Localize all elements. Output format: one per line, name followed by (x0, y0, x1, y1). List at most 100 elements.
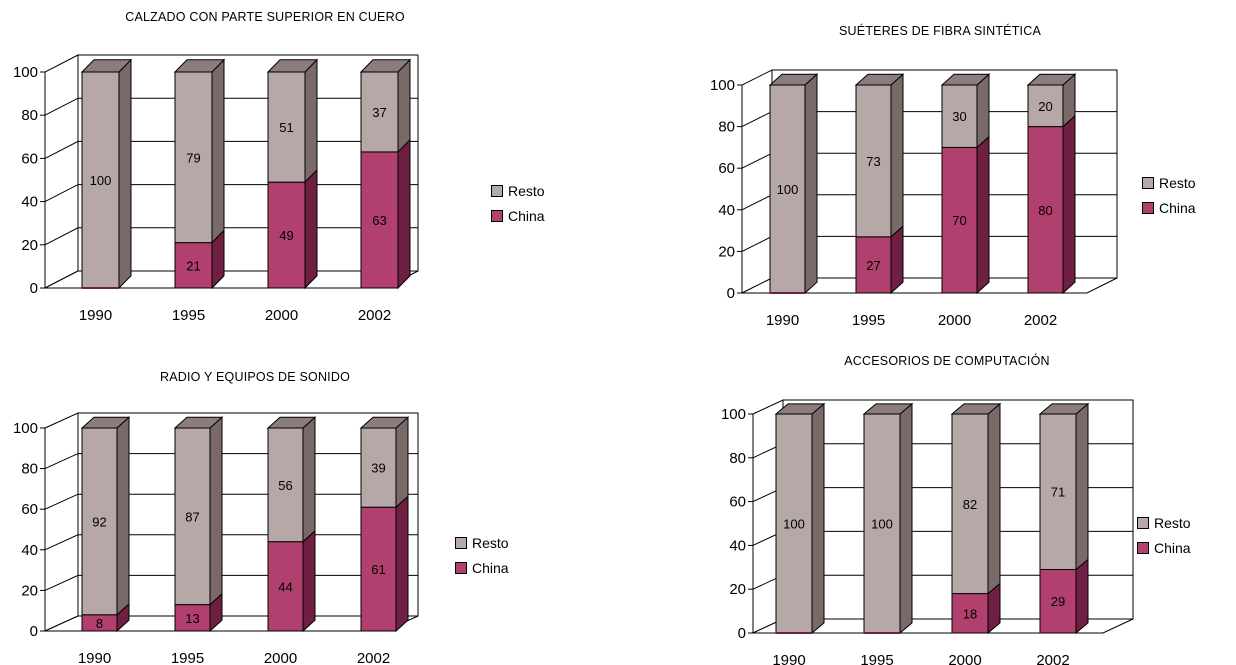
bar-resto-2002 (1038, 402, 1090, 571)
bar-resto-top (774, 403, 826, 415)
bar-resto-side (118, 58, 132, 290)
chart-calzado: CALZADO CON PARTE SUPERIOR EN CUERO 0 20 4… (0, 0, 600, 335)
bar-resto-front (174, 427, 211, 606)
data-label-china: 18 (963, 606, 977, 621)
chart-legend: Resto China (1137, 510, 1191, 560)
bar-resto-side (811, 402, 825, 635)
bar-resto-1990 (768, 73, 819, 295)
legend-item-resto: Resto (491, 178, 545, 203)
legend-swatch-resto (455, 536, 467, 549)
bar-resto-top (768, 73, 819, 86)
bar-china-2002 (360, 138, 411, 290)
legend-label-china: China (472, 559, 509, 576)
legend-swatch-china (491, 209, 503, 222)
bar-resto-top (173, 59, 226, 73)
bar-china-front (267, 541, 304, 632)
bar-resto-2000 (266, 416, 317, 543)
y-tick-label: 0 (738, 625, 746, 642)
bar-resto-1995 (854, 73, 905, 238)
x-tick-label: 2000 (264, 650, 297, 665)
y-tick-label: 20 (718, 243, 735, 260)
chart-plot: 0 20 40 60 80 100 100 1990 27 73 1995 70 30 2000 80 20 2… (710, 69, 1118, 329)
bar-resto-side (302, 416, 316, 543)
bar-resto-side (1075, 402, 1089, 571)
bar-resto-top (862, 403, 914, 415)
bar-resto-side (211, 58, 225, 244)
chart-title: SUÉTERES DE FIBRA SINTÉTICA (839, 24, 1041, 38)
bar-resto-front (360, 71, 399, 153)
chart-radio: RADIO Y EQUIPOS DE SONIDO 0 20 40 60 80 100 8 9… (0, 335, 600, 665)
data-label-resto: 100 (90, 173, 112, 188)
bar-china-side (397, 138, 411, 290)
legend-item-resto: Resto (455, 530, 509, 555)
data-label-resto: 56 (278, 478, 292, 493)
chart-legend: Resto China (1142, 170, 1196, 220)
y-tick-label: 40 (729, 537, 746, 554)
chart-title: CALZADO CON PARTE SUPERIOR EN CUERO (125, 10, 405, 24)
bar-resto-top (80, 59, 133, 73)
y-tick-label: 80 (21, 107, 38, 124)
bar-china-front (941, 146, 978, 294)
data-label-resto: 82 (963, 497, 977, 512)
data-label-resto: 100 (871, 517, 893, 532)
legend-label-resto: Resto (508, 182, 545, 199)
legend-swatch-china (1137, 541, 1149, 554)
plot-frame (40, 412, 419, 632)
bar-resto-1995 (173, 58, 226, 244)
bar-china-front (174, 242, 213, 289)
plot-frame (40, 54, 419, 289)
chart-accesorios: ACCESORIOS DE COMPUTACIÓN 0 20 40 60 80 100 10… (690, 335, 1236, 665)
side-wall (44, 412, 79, 632)
y-tick-label: 60 (21, 501, 38, 518)
bar-china-2000 (267, 168, 318, 290)
bar-china-2000 (267, 529, 316, 633)
bar-resto-front (267, 71, 306, 183)
bar-resto-front (360, 427, 397, 508)
bar-china-front (1039, 568, 1077, 634)
data-label-resto: 37 (372, 105, 386, 120)
x-tick-label: 2002 (357, 650, 390, 665)
bar-resto-side (804, 73, 818, 295)
x-tick-label: 1995 (172, 307, 205, 324)
legend-label-resto: Resto (472, 534, 509, 551)
chart-title: ACCESORIOS DE COMPUTACIÓN (844, 354, 1050, 368)
x-tick-label: 1995 (171, 650, 204, 665)
bar-resto-top (359, 59, 412, 73)
legend-label-resto: Resto (1159, 174, 1196, 191)
bar-resto-1990 (80, 58, 133, 290)
data-label-resto: 100 (777, 182, 799, 197)
legend-label-china: China (508, 207, 545, 224)
y-tick-label: 40 (21, 542, 38, 559)
x-tick-label: 2000 (265, 307, 298, 324)
bar-resto-2000 (266, 58, 319, 184)
data-label-resto: 73 (866, 154, 880, 169)
data-label-china: 13 (185, 611, 199, 626)
bar-resto-front (855, 84, 892, 238)
chart-sueteres: SUÉTERES DE FIBRA SINTÉTICA 0 20 40 60 80 100… (690, 0, 1236, 335)
legend-item-resto: Resto (1137, 510, 1191, 535)
legend-label-china: China (1154, 539, 1191, 556)
y-tick-label: 80 (21, 461, 38, 478)
data-label-resto: 20 (1038, 99, 1052, 114)
bar-resto-top (266, 59, 319, 73)
bar-resto-top (1026, 73, 1077, 86)
bar-resto-side (976, 73, 990, 149)
bar-resto-front (775, 413, 813, 634)
bar-china-1995 (855, 224, 904, 295)
side-wall (44, 54, 79, 289)
bar-resto-top (359, 416, 410, 429)
bar-china-front (360, 151, 399, 289)
data-label-resto: 30 (952, 109, 966, 124)
y-tick-label: 40 (21, 194, 38, 211)
y-tick-label: 0 (727, 285, 735, 302)
legend-item-resto: Resto (1142, 170, 1196, 195)
legend-item-china: China (1142, 195, 1196, 220)
bar-china-side (1075, 558, 1089, 635)
bar-resto-front (769, 84, 806, 294)
bar-china-2002 (1027, 114, 1076, 295)
y-tick-label: 80 (718, 119, 735, 136)
y-tick-label: 20 (729, 581, 746, 598)
bar-resto-side (987, 402, 1001, 595)
chart-legend: Resto China (491, 178, 545, 228)
bar-resto-side (116, 416, 130, 616)
